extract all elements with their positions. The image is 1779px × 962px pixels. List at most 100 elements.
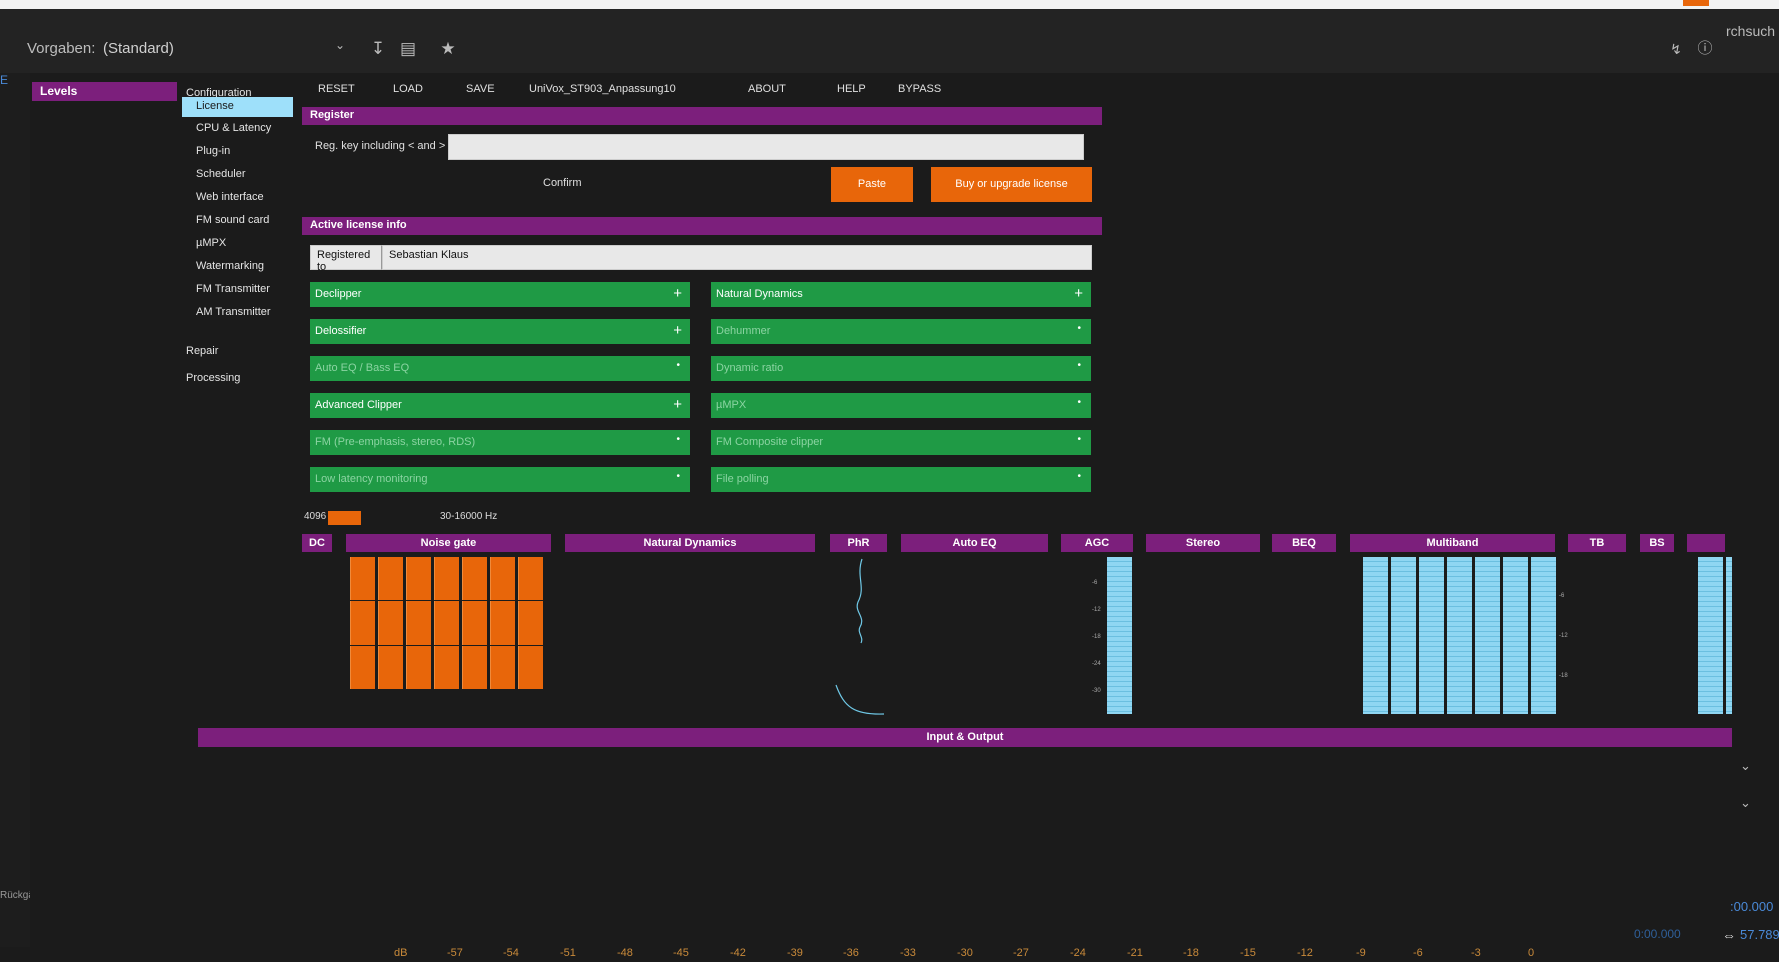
chevron-down-icon[interactable]: ⌄ [335, 38, 346, 52]
host-left-panel: E Rückgängig [0, 73, 53, 962]
nav-watermarking[interactable]: Watermarking [196, 260, 265, 272]
preset-dropdown[interactable]: (Standard) [103, 40, 174, 57]
timecode-c: 0:00.000 [1634, 927, 1681, 941]
noise-gate-meter [462, 557, 487, 689]
module-noise-gate[interactable]: Noise gate [346, 534, 551, 552]
io-bar[interactable]: Input & Output [198, 728, 1732, 747]
feature-natural-dynamics[interactable]: Natural Dynamics + [711, 282, 1091, 307]
module-auto-eq[interactable]: Auto EQ [901, 534, 1048, 552]
scale-label: -3 [1471, 947, 1481, 959]
samples-value: 4096 [304, 511, 327, 522]
scale-label: -27 [1013, 947, 1029, 959]
multiband-meter [1419, 557, 1444, 714]
module-phr[interactable]: PhR [830, 534, 887, 552]
feature-advanced-clipper[interactable]: Advanced Clipper + [310, 393, 690, 418]
confirm-button[interactable]: Confirm [543, 177, 582, 189]
paste-button[interactable]: Paste [831, 167, 913, 202]
dot-icon[interactable]: • [676, 434, 680, 445]
scale-label: dB [394, 947, 408, 959]
dot-icon[interactable]: • [676, 471, 680, 482]
chevron-down-icon[interactable]: ⌄ [1740, 795, 1751, 810]
output-meter [1726, 557, 1732, 714]
feature-auto-eq[interactable]: Auto EQ / Bass EQ • [310, 356, 690, 381]
nav-configuration[interactable]: Configuration [186, 87, 252, 99]
menu-bypass[interactable]: BYPASS [898, 83, 942, 95]
host-accent [1683, 0, 1709, 6]
feature-delossifier[interactable]: Delossifier + [310, 319, 690, 344]
nav-umpx[interactable]: µMPX [196, 237, 227, 249]
db-scale-bar: dB -57 -54 -51 -48 -45 -42 -39 -36 -33 -… [0, 947, 1779, 962]
dot-icon[interactable]: • [1077, 434, 1081, 445]
scale-label: -54 [503, 947, 519, 959]
dot-icon[interactable]: • [1077, 360, 1081, 371]
reg-key-input[interactable] [448, 134, 1084, 160]
nav-scheduler[interactable]: Scheduler [196, 168, 246, 180]
preset-bar: Vorgaben: (Standard) ⌄ ↧ ▤ ★ ↯ ⓘ rchsuch [0, 9, 1779, 73]
module-tb[interactable]: TB [1568, 534, 1626, 552]
phr-waveform [835, 558, 885, 715]
feature-fm[interactable]: FM (Pre-emphasis, stereo, RDS) • [310, 430, 690, 455]
nav-am-transmitter[interactable]: AM Transmitter [196, 306, 271, 318]
feature-declipper[interactable]: Declipper + [310, 282, 690, 307]
feature-dehummer[interactable]: Dehummer • [711, 319, 1091, 344]
search-field-partial[interactable]: rchsuch [1726, 23, 1776, 39]
module-natural-dynamics[interactable]: Natural Dynamics [565, 534, 815, 552]
plus-icon[interactable]: + [673, 396, 682, 413]
chevron-down-icon[interactable]: ⌄ [1740, 758, 1751, 773]
module-more[interactable] [1687, 534, 1725, 552]
nav-repair[interactable]: Repair [186, 345, 219, 357]
buy-license-button[interactable]: Buy or upgrade license [931, 167, 1092, 202]
levels-button[interactable]: Levels [32, 82, 177, 101]
module-bs[interactable]: BS [1640, 534, 1674, 552]
scale-label: -51 [560, 947, 576, 959]
nav-processing[interactable]: Processing [186, 372, 241, 384]
nav-fm-sound-card[interactable]: FM sound card [196, 214, 270, 226]
menu-load[interactable]: LOAD [393, 83, 423, 95]
nav-web-interface[interactable]: Web interface [196, 191, 264, 203]
menu-preset-name[interactable]: UniVox_ST903_Anpassung10 [529, 83, 676, 95]
plus-icon[interactable]: + [1074, 285, 1083, 302]
module-multiband[interactable]: Multiband [1350, 534, 1555, 552]
undo-label[interactable]: Rückgängig [0, 890, 53, 901]
nav-license[interactable]: License [182, 97, 293, 117]
scale-label: -39 [787, 947, 803, 959]
feature-umpx[interactable]: µMPX • [711, 393, 1091, 418]
module-agc[interactable]: AGC [1061, 534, 1133, 552]
plus-icon[interactable]: + [673, 322, 682, 339]
noise-gate-meter [518, 557, 543, 689]
plus-icon[interactable]: + [673, 285, 682, 302]
nav-cpu-latency[interactable]: CPU & Latency [196, 122, 272, 134]
routing-icon[interactable]: ↯ [1670, 41, 1682, 57]
host-top-strip [0, 0, 1779, 9]
info-icon[interactable]: ⓘ [1697, 40, 1713, 57]
dot-icon[interactable]: • [1077, 323, 1081, 334]
scale-label: -30 [957, 947, 973, 959]
feature-low-latency[interactable]: Low latency monitoring • [310, 467, 690, 492]
module-dc[interactable]: DC [302, 534, 332, 552]
resize-icon[interactable]: ⇔ [1722, 927, 1736, 943]
menu-reset[interactable]: RESET [318, 83, 355, 95]
agc-meter [1107, 557, 1132, 714]
module-beq[interactable]: BEQ [1272, 534, 1336, 552]
nav-fm-transmitter[interactable]: FM Transmitter [196, 283, 270, 295]
dot-icon[interactable]: • [1077, 397, 1081, 408]
dot-icon[interactable]: • [1077, 471, 1081, 482]
star-icon[interactable]: ★ [440, 39, 456, 58]
feature-file-polling[interactable]: File polling • [711, 467, 1091, 492]
download-icon[interactable]: ↧ [370, 39, 386, 58]
noise-gate-meter [406, 557, 431, 689]
nav-plugin[interactable]: Plug-in [196, 145, 231, 157]
menu-about[interactable]: ABOUT [748, 83, 786, 95]
feature-dynamic-ratio[interactable]: Dynamic ratio • [711, 356, 1091, 381]
reg-key-label: Reg. key including < and > [315, 140, 446, 152]
menu-help[interactable]: HELP [837, 83, 866, 95]
dot-icon[interactable]: • [676, 360, 680, 371]
multiband-meter [1391, 557, 1416, 714]
timecode-b: 57.789 [1740, 927, 1779, 942]
feature-label: Auto EQ / Bass EQ [315, 362, 410, 374]
module-stereo[interactable]: Stereo [1146, 534, 1260, 552]
menu-save[interactable]: SAVE [466, 83, 495, 95]
trash-icon[interactable]: ▤ [399, 39, 417, 58]
feature-fm-composite[interactable]: FM Composite clipper • [711, 430, 1091, 455]
registered-to-value: Sebastian Klaus [382, 245, 1092, 270]
